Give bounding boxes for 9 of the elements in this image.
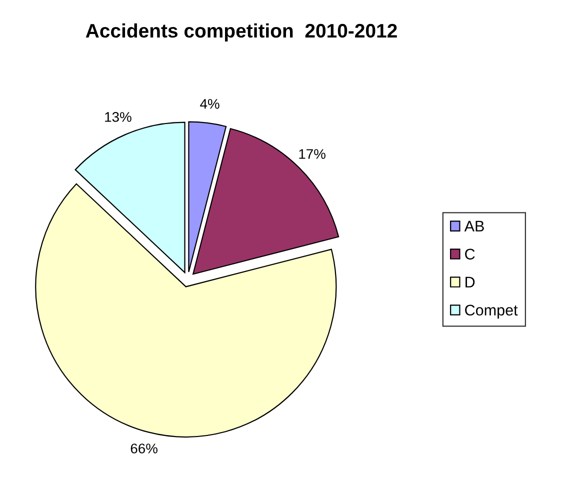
data-label: 66% (130, 444, 158, 454)
data-label: 17% (299, 149, 326, 159)
legend-label: Compet (465, 304, 518, 319)
legend-label: C (465, 248, 475, 260)
data-label: 4% (200, 99, 220, 109)
chart-title: Accidents competition 2010-2012 (86, 23, 397, 42)
data-label: 13% (105, 112, 132, 122)
legend-label: D (466, 276, 475, 288)
legend-label: AB (464, 220, 484, 232)
